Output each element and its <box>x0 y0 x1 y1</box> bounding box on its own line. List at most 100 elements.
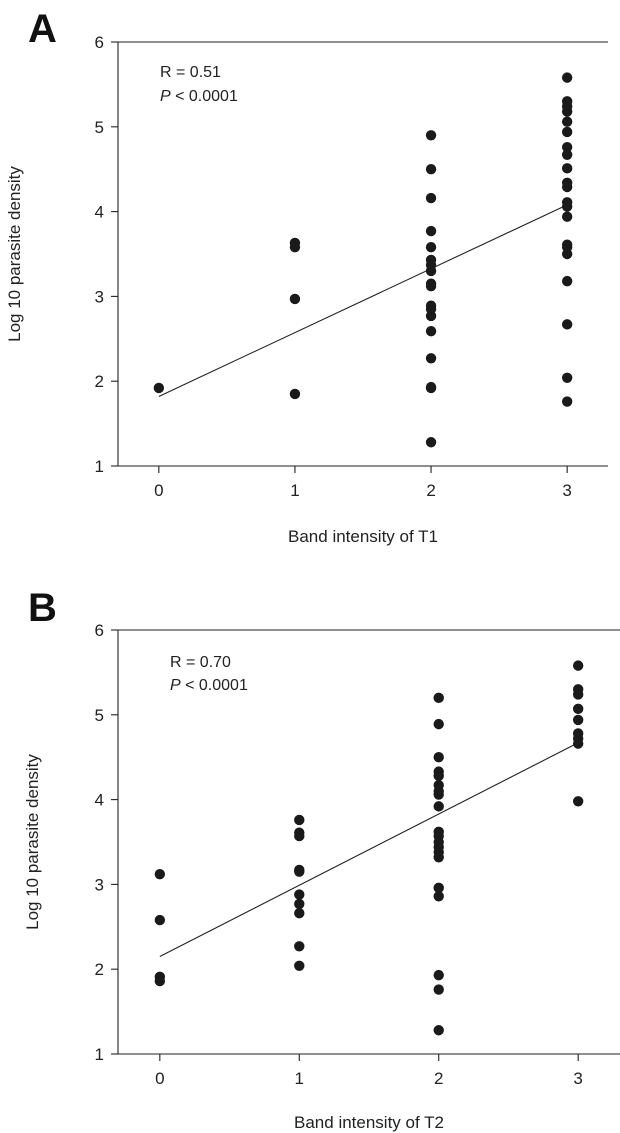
regression-line <box>158 204 568 397</box>
x-axis-title: Band intensity of T1 <box>288 527 438 546</box>
data-point <box>294 941 305 952</box>
data-point <box>289 242 301 253</box>
data-point <box>433 692 444 704</box>
data-point <box>154 975 166 987</box>
data-point <box>572 738 584 749</box>
data-point <box>153 382 165 394</box>
data-point <box>425 281 437 292</box>
y-tick-label: 6 <box>95 621 104 640</box>
data-point <box>433 1025 444 1036</box>
p-value-text: < 0.0001 <box>181 677 248 694</box>
data-point <box>289 388 301 400</box>
data-point <box>289 293 301 305</box>
data-point <box>433 718 444 730</box>
y-tick-label: 4 <box>95 203 104 222</box>
data-point <box>433 852 444 863</box>
data-point <box>561 72 573 83</box>
data-point <box>425 325 437 337</box>
data-point <box>425 437 437 448</box>
data-point <box>294 898 305 910</box>
data-point <box>425 265 437 277</box>
data-point <box>425 130 437 141</box>
data-point <box>433 984 444 995</box>
data-point <box>433 969 444 981</box>
data-point <box>572 703 584 715</box>
x-tick-label: 1 <box>290 481 299 500</box>
data-point <box>561 149 573 160</box>
x-tick-label: 2 <box>426 481 435 500</box>
panel-letter: B <box>28 586 57 630</box>
data-point <box>572 714 584 726</box>
data-point <box>572 796 584 807</box>
y-tick-label: 2 <box>95 960 104 979</box>
r-value-label: R = 0.51 <box>160 64 221 81</box>
data-point <box>425 382 437 394</box>
data-point <box>433 789 444 800</box>
data-point <box>425 164 437 175</box>
data-point <box>433 801 444 812</box>
x-tick-label: 1 <box>295 1069 304 1088</box>
y-tick-label: 5 <box>95 118 104 137</box>
regression-line <box>159 742 579 957</box>
y-axis-title: Log 10 parasite density <box>23 754 42 930</box>
data-point <box>561 201 573 212</box>
y-tick-label: 2 <box>95 372 104 391</box>
p-value-text: < 0.0001 <box>171 88 238 105</box>
data-point <box>433 752 444 763</box>
p-letter: P <box>170 677 181 694</box>
data-point <box>294 830 305 842</box>
y-tick-label: 1 <box>95 1045 104 1064</box>
data-point <box>561 163 573 174</box>
data-point <box>433 891 444 902</box>
r-value-label: R = 0.70 <box>170 654 231 671</box>
y-tick-label: 4 <box>95 791 104 810</box>
data-point <box>561 211 573 222</box>
data-point <box>154 869 166 880</box>
data-point <box>561 126 573 138</box>
data-point <box>561 319 573 330</box>
data-point <box>572 689 584 700</box>
y-tick-label: 5 <box>95 706 104 725</box>
x-axis-title: Band intensity of T2 <box>294 1113 444 1132</box>
data-point <box>561 116 573 127</box>
panel-letter: A <box>28 7 57 51</box>
data-point <box>561 396 573 407</box>
data-point <box>561 248 573 260</box>
y-tick-label: 1 <box>95 457 104 476</box>
data-point <box>294 814 305 826</box>
data-point <box>294 889 305 900</box>
data-points <box>154 660 584 1036</box>
data-point <box>425 353 437 364</box>
y-tick-label: 3 <box>95 875 104 894</box>
data-point <box>154 914 166 926</box>
x-tick-label: 2 <box>434 1069 443 1088</box>
x-tick-label: 3 <box>573 1069 582 1088</box>
x-tick-label: 3 <box>562 481 571 500</box>
data-point <box>561 141 573 153</box>
data-point <box>425 192 437 204</box>
data-point <box>425 225 437 237</box>
data-point <box>425 310 437 322</box>
p-value-label: P < 0.0001 <box>160 88 238 105</box>
x-tick-label: 0 <box>155 1069 164 1088</box>
panel-b: B 1 2 3 4 5 6 0 1 2 3 Band intensity of T2 Log 10 pa… <box>23 586 620 1132</box>
data-point <box>561 275 573 287</box>
data-point <box>433 882 444 893</box>
data-point <box>294 866 305 877</box>
data-point <box>433 770 444 782</box>
panel-a: A 1 2 3 4 5 6 0 1 2 3 Band intensity of T1 Log 10 pa… <box>5 7 608 546</box>
y-tick-label: 3 <box>95 287 104 306</box>
data-point <box>561 372 573 384</box>
p-letter: P <box>160 88 171 105</box>
data-point <box>425 242 437 253</box>
data-point <box>561 106 573 117</box>
x-tick-label: 0 <box>154 481 163 500</box>
y-axis-title: Log 10 parasite density <box>5 166 24 342</box>
data-points <box>153 72 573 448</box>
data-point <box>561 181 573 193</box>
data-point <box>572 660 584 671</box>
data-point <box>294 960 305 972</box>
data-point <box>294 908 305 919</box>
y-tick-label: 6 <box>95 33 104 52</box>
